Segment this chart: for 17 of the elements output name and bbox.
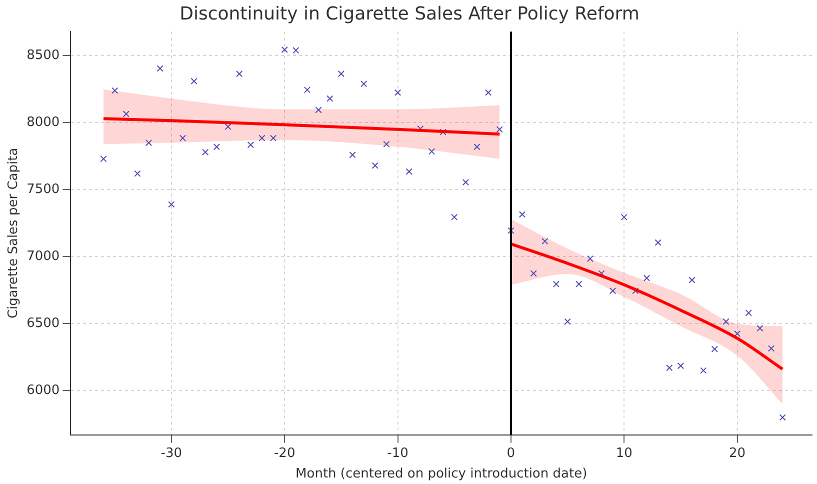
x-tick-label: -20 <box>274 446 296 461</box>
y-tick-label: 6000 <box>26 382 60 398</box>
line-series <box>102 117 502 136</box>
x-tick-label: 0 <box>506 446 516 461</box>
y-tick-label: 8000 <box>26 115 60 130</box>
x-tick-label: -30 <box>160 446 182 461</box>
y-tick-label: 8500 <box>26 48 60 64</box>
chart-title: Discontinuity in Cigarette Sales After Policy Reform <box>180 3 640 24</box>
x-tick-label: 10 <box>616 446 632 461</box>
x-axis-title: Month (centered on policy introduction date) <box>296 466 588 482</box>
y-axis-title: Cigarette Sales per Capita <box>6 148 22 319</box>
x-tick-label: -10 <box>387 446 408 461</box>
y-tick-label: 6500 <box>26 316 60 331</box>
line-series <box>509 242 784 371</box>
y-tick-label: 7500 <box>26 182 60 198</box>
x-tick-label: 20 <box>729 446 746 461</box>
y-tick-label: 7000 <box>26 249 60 264</box>
